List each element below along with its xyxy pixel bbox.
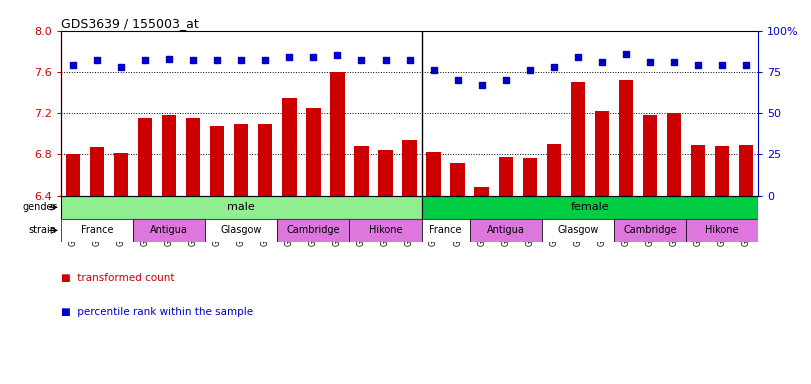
Bar (258, 124, 272, 196)
Bar (715, 146, 729, 196)
Point (114, 64, 127, 70)
Point (403, 57, 416, 63)
Point (259, 57, 272, 63)
Text: France: France (429, 225, 462, 235)
Point (692, 62, 705, 68)
Bar (277, 219, 350, 242)
Bar (114, 154, 128, 196)
Text: ■  percentile rank within the sample: ■ percentile rank within the sample (61, 307, 253, 317)
Bar (474, 187, 489, 196)
Bar (667, 113, 681, 196)
Bar (422, 219, 470, 242)
Bar (686, 219, 758, 242)
Bar (162, 115, 176, 196)
Point (331, 52, 344, 58)
Bar (61, 196, 422, 219)
Bar (133, 219, 205, 242)
Point (187, 57, 200, 63)
Bar (205, 219, 277, 242)
Bar (470, 219, 542, 242)
Text: ■  transformed count: ■ transformed count (61, 273, 174, 283)
Point (667, 59, 680, 65)
Point (67, 62, 79, 68)
Bar (61, 219, 133, 242)
Bar (522, 157, 537, 196)
Bar (210, 126, 225, 196)
Point (644, 59, 657, 65)
Point (427, 67, 440, 73)
Bar (643, 115, 657, 196)
Point (475, 82, 488, 88)
Point (162, 56, 175, 62)
Bar (330, 72, 345, 196)
Text: gender: gender (22, 202, 57, 212)
Text: France: France (80, 225, 114, 235)
Text: Antigua: Antigua (487, 225, 525, 235)
Point (740, 62, 753, 68)
Text: strain: strain (28, 225, 57, 235)
Bar (186, 118, 200, 196)
Point (379, 57, 392, 63)
Bar (306, 108, 320, 196)
Point (234, 57, 247, 63)
Bar (499, 157, 513, 196)
Text: Cambridge: Cambridge (286, 225, 340, 235)
Text: Glasgow: Glasgow (557, 225, 599, 235)
Point (211, 57, 224, 63)
Bar (614, 219, 686, 242)
Bar (402, 140, 417, 196)
Point (716, 62, 729, 68)
Text: Glasgow: Glasgow (221, 225, 262, 235)
Bar (422, 196, 758, 219)
Point (547, 64, 560, 70)
Bar (66, 154, 80, 196)
Text: male: male (227, 202, 255, 212)
Point (572, 54, 585, 60)
Point (451, 77, 464, 83)
Text: Hikone: Hikone (369, 225, 402, 235)
Bar (739, 145, 753, 196)
Point (283, 54, 296, 60)
Text: GDS3639 / 155003_at: GDS3639 / 155003_at (61, 17, 199, 30)
Bar (594, 111, 609, 196)
Text: Cambridge: Cambridge (624, 225, 677, 235)
Bar (138, 118, 152, 196)
Bar (547, 144, 561, 196)
Bar (619, 80, 633, 196)
Bar (350, 219, 422, 242)
Point (523, 67, 536, 73)
Bar (282, 98, 297, 196)
Point (307, 54, 320, 60)
Point (500, 77, 513, 83)
Bar (378, 151, 393, 196)
Point (90, 57, 103, 63)
Bar (450, 163, 465, 196)
Text: Hikone: Hikone (706, 225, 739, 235)
Point (139, 57, 152, 63)
Bar (90, 147, 104, 196)
Point (355, 57, 368, 63)
Text: Antigua: Antigua (150, 225, 188, 235)
Bar (571, 82, 585, 196)
Text: female: female (571, 202, 609, 212)
Bar (691, 145, 706, 196)
Bar (427, 152, 441, 196)
Bar (542, 219, 614, 242)
Bar (234, 124, 248, 196)
Point (620, 51, 633, 57)
Bar (354, 146, 369, 196)
Point (595, 59, 608, 65)
